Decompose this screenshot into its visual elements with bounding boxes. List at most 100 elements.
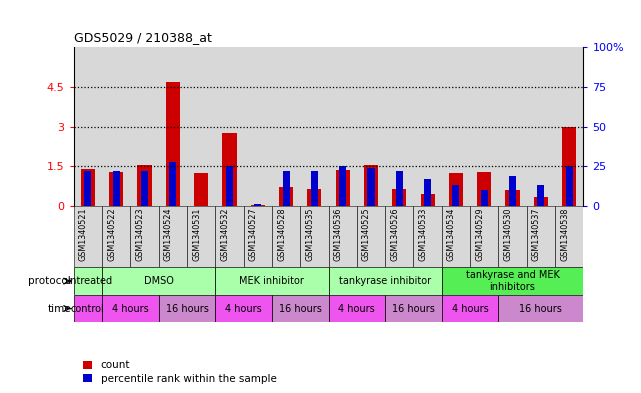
Bar: [555, 206, 583, 267]
Bar: [392, 189, 406, 206]
Bar: [413, 47, 442, 206]
Text: GSM1340537: GSM1340537: [532, 208, 541, 261]
Bar: [449, 173, 463, 206]
Text: GSM1340538: GSM1340538: [560, 208, 569, 261]
Bar: [527, 47, 555, 206]
Bar: [527, 206, 555, 267]
Bar: [329, 295, 385, 322]
Bar: [166, 82, 180, 206]
Bar: [470, 47, 499, 206]
Bar: [311, 171, 318, 206]
Bar: [481, 190, 488, 206]
Text: GSM1340526: GSM1340526: [390, 208, 399, 261]
Text: 16 hours: 16 hours: [165, 303, 208, 314]
Bar: [395, 171, 403, 206]
Bar: [442, 295, 499, 322]
Bar: [226, 166, 233, 206]
Bar: [499, 47, 527, 206]
Text: GSM1340531: GSM1340531: [192, 208, 201, 261]
Bar: [420, 194, 435, 206]
Bar: [329, 47, 357, 206]
Bar: [244, 47, 272, 206]
Text: 4 hours: 4 hours: [452, 303, 488, 314]
Bar: [357, 206, 385, 267]
Text: GSM1340522: GSM1340522: [107, 208, 116, 261]
Text: GSM1340528: GSM1340528: [277, 208, 286, 261]
Bar: [565, 166, 572, 206]
Bar: [159, 295, 215, 322]
Bar: [279, 187, 293, 206]
Bar: [272, 206, 300, 267]
Bar: [442, 206, 470, 267]
Bar: [141, 171, 148, 206]
Bar: [102, 295, 159, 322]
Bar: [187, 47, 215, 206]
Bar: [477, 172, 491, 206]
Text: GSM1340535: GSM1340535: [305, 208, 314, 261]
Bar: [74, 47, 102, 206]
Bar: [364, 165, 378, 206]
Bar: [499, 206, 527, 267]
Bar: [300, 47, 329, 206]
Bar: [329, 267, 442, 295]
Text: MEK inhibitor: MEK inhibitor: [240, 276, 304, 286]
Bar: [137, 165, 151, 206]
Bar: [215, 206, 244, 267]
Bar: [169, 162, 176, 206]
Bar: [113, 171, 120, 206]
Bar: [283, 171, 290, 206]
Bar: [357, 47, 385, 206]
Bar: [85, 171, 92, 206]
Text: GSM1340527: GSM1340527: [249, 208, 258, 261]
Text: 16 hours: 16 hours: [279, 303, 322, 314]
Bar: [300, 206, 329, 267]
Bar: [385, 295, 442, 322]
Bar: [222, 133, 237, 206]
Bar: [130, 47, 159, 206]
Bar: [194, 173, 208, 206]
Text: GSM1340523: GSM1340523: [135, 208, 144, 261]
Text: GSM1340521: GSM1340521: [79, 208, 88, 261]
Text: control: control: [71, 303, 104, 314]
Bar: [424, 179, 431, 206]
Text: 4 hours: 4 hours: [112, 303, 149, 314]
Bar: [215, 295, 272, 322]
Text: time: time: [47, 303, 71, 314]
Bar: [442, 47, 470, 206]
Text: protocol: protocol: [28, 276, 71, 286]
Bar: [74, 295, 102, 322]
Text: GSM1340525: GSM1340525: [362, 208, 371, 261]
Bar: [244, 206, 272, 267]
Bar: [159, 47, 187, 206]
Text: 4 hours: 4 hours: [338, 303, 375, 314]
Bar: [130, 206, 159, 267]
Bar: [329, 206, 357, 267]
Bar: [272, 295, 329, 322]
Text: GDS5029 / 210388_at: GDS5029 / 210388_at: [74, 31, 212, 44]
Text: GSM1340530: GSM1340530: [504, 208, 513, 261]
Text: GSM1340533: GSM1340533: [419, 208, 428, 261]
Bar: [102, 267, 215, 295]
Bar: [272, 47, 300, 206]
Bar: [159, 206, 187, 267]
Text: 4 hours: 4 hours: [225, 303, 262, 314]
Bar: [367, 168, 374, 206]
Bar: [385, 47, 413, 206]
Bar: [470, 206, 499, 267]
Bar: [74, 267, 102, 295]
Bar: [509, 176, 516, 206]
Bar: [442, 267, 583, 295]
Bar: [215, 47, 244, 206]
Bar: [251, 205, 265, 206]
Text: GSM1340532: GSM1340532: [221, 208, 229, 261]
Bar: [385, 206, 413, 267]
Bar: [339, 166, 346, 206]
Text: GSM1340534: GSM1340534: [447, 208, 456, 261]
Text: tankyrase and MEK
inhibitors: tankyrase and MEK inhibitors: [465, 270, 560, 292]
Bar: [254, 204, 262, 206]
Legend: count, percentile rank within the sample: count, percentile rank within the sample: [79, 356, 281, 388]
Text: tankyrase inhibitor: tankyrase inhibitor: [339, 276, 431, 286]
Text: GSM1340529: GSM1340529: [475, 208, 484, 261]
Bar: [555, 47, 583, 206]
Text: GSM1340536: GSM1340536: [334, 208, 343, 261]
